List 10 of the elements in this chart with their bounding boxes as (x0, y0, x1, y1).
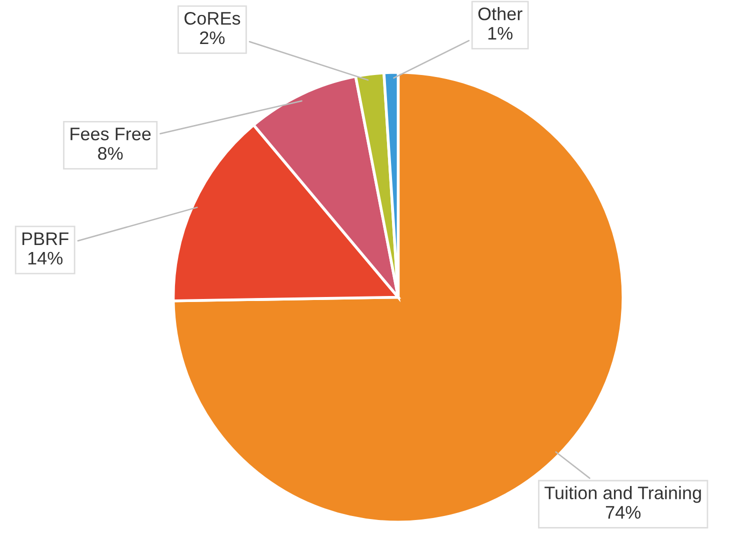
data-label: 2% (200, 31, 225, 44)
data-label: 74% (606, 506, 641, 519)
slice-label: PBRF (22, 232, 68, 245)
data-label: 14% (28, 252, 63, 265)
slice-label: CoREs (184, 12, 240, 25)
slice-label: Fees Free (70, 128, 151, 140)
data-label: 8% (98, 147, 123, 160)
data-label: 1% (488, 26, 512, 40)
slice-label: Other (478, 6, 522, 20)
slice-label: Tuition and Training (544, 486, 701, 503)
